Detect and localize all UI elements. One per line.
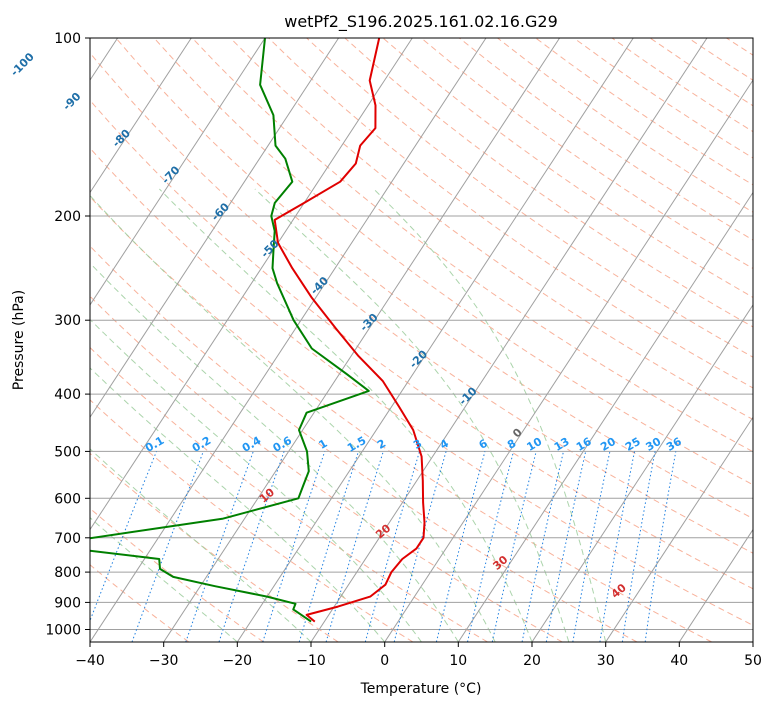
x-tick-label: 50 xyxy=(744,653,762,669)
y-tick-label: 200 xyxy=(54,209,81,225)
x-tick-label: 30 xyxy=(597,653,615,669)
y-tick-label: 500 xyxy=(54,444,81,460)
x-tick-label: −20 xyxy=(223,653,253,669)
y-tick-label: 800 xyxy=(54,565,81,581)
x-tick-label: 40 xyxy=(670,653,688,669)
y-tick-label: 1000 xyxy=(45,623,81,639)
y-tick-label: 100 xyxy=(54,31,81,47)
x-tick-label: −10 xyxy=(296,653,326,669)
chart-title: wetPf2_S196.2025.161.02.16.G29 xyxy=(284,12,558,32)
y-tick-label: 900 xyxy=(54,595,81,611)
x-tick-label: −30 xyxy=(149,653,179,669)
y-tick-label: 700 xyxy=(54,531,81,547)
x-tick-label: 0 xyxy=(380,653,389,669)
x-tick-label: −40 xyxy=(75,653,105,669)
x-axis-label: Temperature (°C) xyxy=(360,681,482,697)
y-tick-label: 600 xyxy=(54,491,81,507)
y-axis-label: Pressure (hPa) xyxy=(11,290,27,390)
y-tick-label: 300 xyxy=(54,313,81,329)
x-tick-label: 10 xyxy=(449,653,467,669)
y-tick-label: 400 xyxy=(54,387,81,403)
x-tick-label: 20 xyxy=(523,653,541,669)
